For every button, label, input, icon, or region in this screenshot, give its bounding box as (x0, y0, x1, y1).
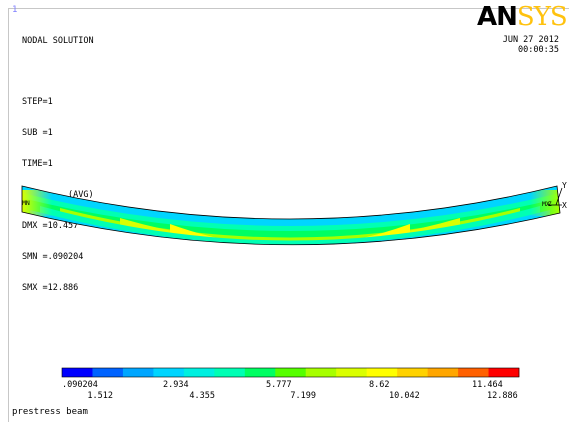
legend-label-top: .090204 (62, 380, 98, 390)
legend-swatch (275, 368, 307, 377)
info-line: TIME=1 (22, 159, 53, 170)
legend-swatch (153, 368, 185, 377)
legend-swatch (122, 368, 154, 377)
legend-label-bottom: 7.199 (290, 391, 316, 401)
legend-swatch (397, 368, 428, 377)
info-line: SMN =.090204 (22, 251, 84, 262)
beam-body (22, 186, 560, 290)
max-marker: MX (542, 200, 550, 208)
legend-swatch (92, 368, 124, 377)
legend-swatch (336, 368, 367, 377)
contour-band (230, 245, 350, 290)
legend-label-top: 11.464 (472, 380, 503, 390)
legend-swatch (488, 368, 520, 377)
logo-part-sys: SYS (516, 2, 568, 32)
contour-band (530, 190, 560, 216)
legend-swatch (366, 368, 398, 377)
legend-label-top: 5.777 (266, 380, 292, 390)
info-line: SUB =1 (22, 128, 53, 139)
legend-swatch (183, 368, 215, 377)
logo-part-an: AN (477, 2, 518, 32)
x-axis-label: X (562, 201, 567, 210)
legend-swatch (305, 368, 337, 377)
legend-swatch (244, 368, 276, 377)
info-line: DMX =10.457 (22, 220, 79, 231)
datetime-block: JUN 27 2012 00:00:35 (503, 35, 559, 56)
info-line: NODAL SOLUTION (22, 35, 94, 46)
ansys-logo: ANSYS (477, 2, 568, 32)
plot-caption: prestress beam (12, 407, 88, 417)
legend-swatch (427, 368, 459, 377)
graphics-frame (8, 8, 569, 422)
contour-legend (61, 367, 520, 378)
date-text: JUN 27 2012 (502, 35, 559, 45)
legend-border (61, 367, 520, 378)
y-axis-label: Y (562, 181, 567, 190)
legend-label-bottom: 4.355 (189, 391, 215, 401)
info-line: SMX =12.886 (22, 282, 79, 293)
beam-outline (21, 185, 561, 246)
legend-label-bottom: 12.886 (487, 391, 518, 401)
z-axis-label: Z (548, 201, 552, 208)
y-axis-triad (555, 187, 563, 206)
legend-swatch (214, 368, 246, 377)
contour-band (22, 198, 560, 245)
legend-swatch (62, 368, 93, 377)
info-line: STEP=1 (22, 97, 53, 108)
legend-label-bottom: 10.042 (389, 391, 420, 401)
legend-swatch (458, 368, 489, 377)
legend-label-bottom: 1.512 (87, 391, 113, 401)
contour-band (180, 240, 400, 245)
min-marker: MN (22, 199, 30, 207)
window-number: 1 (12, 5, 18, 15)
legend-label-top: 2.934 (163, 380, 189, 390)
time-text: 00:00:35 (518, 45, 559, 56)
legend-label-top: 8.62 (369, 380, 390, 390)
contour-band (22, 190, 52, 216)
